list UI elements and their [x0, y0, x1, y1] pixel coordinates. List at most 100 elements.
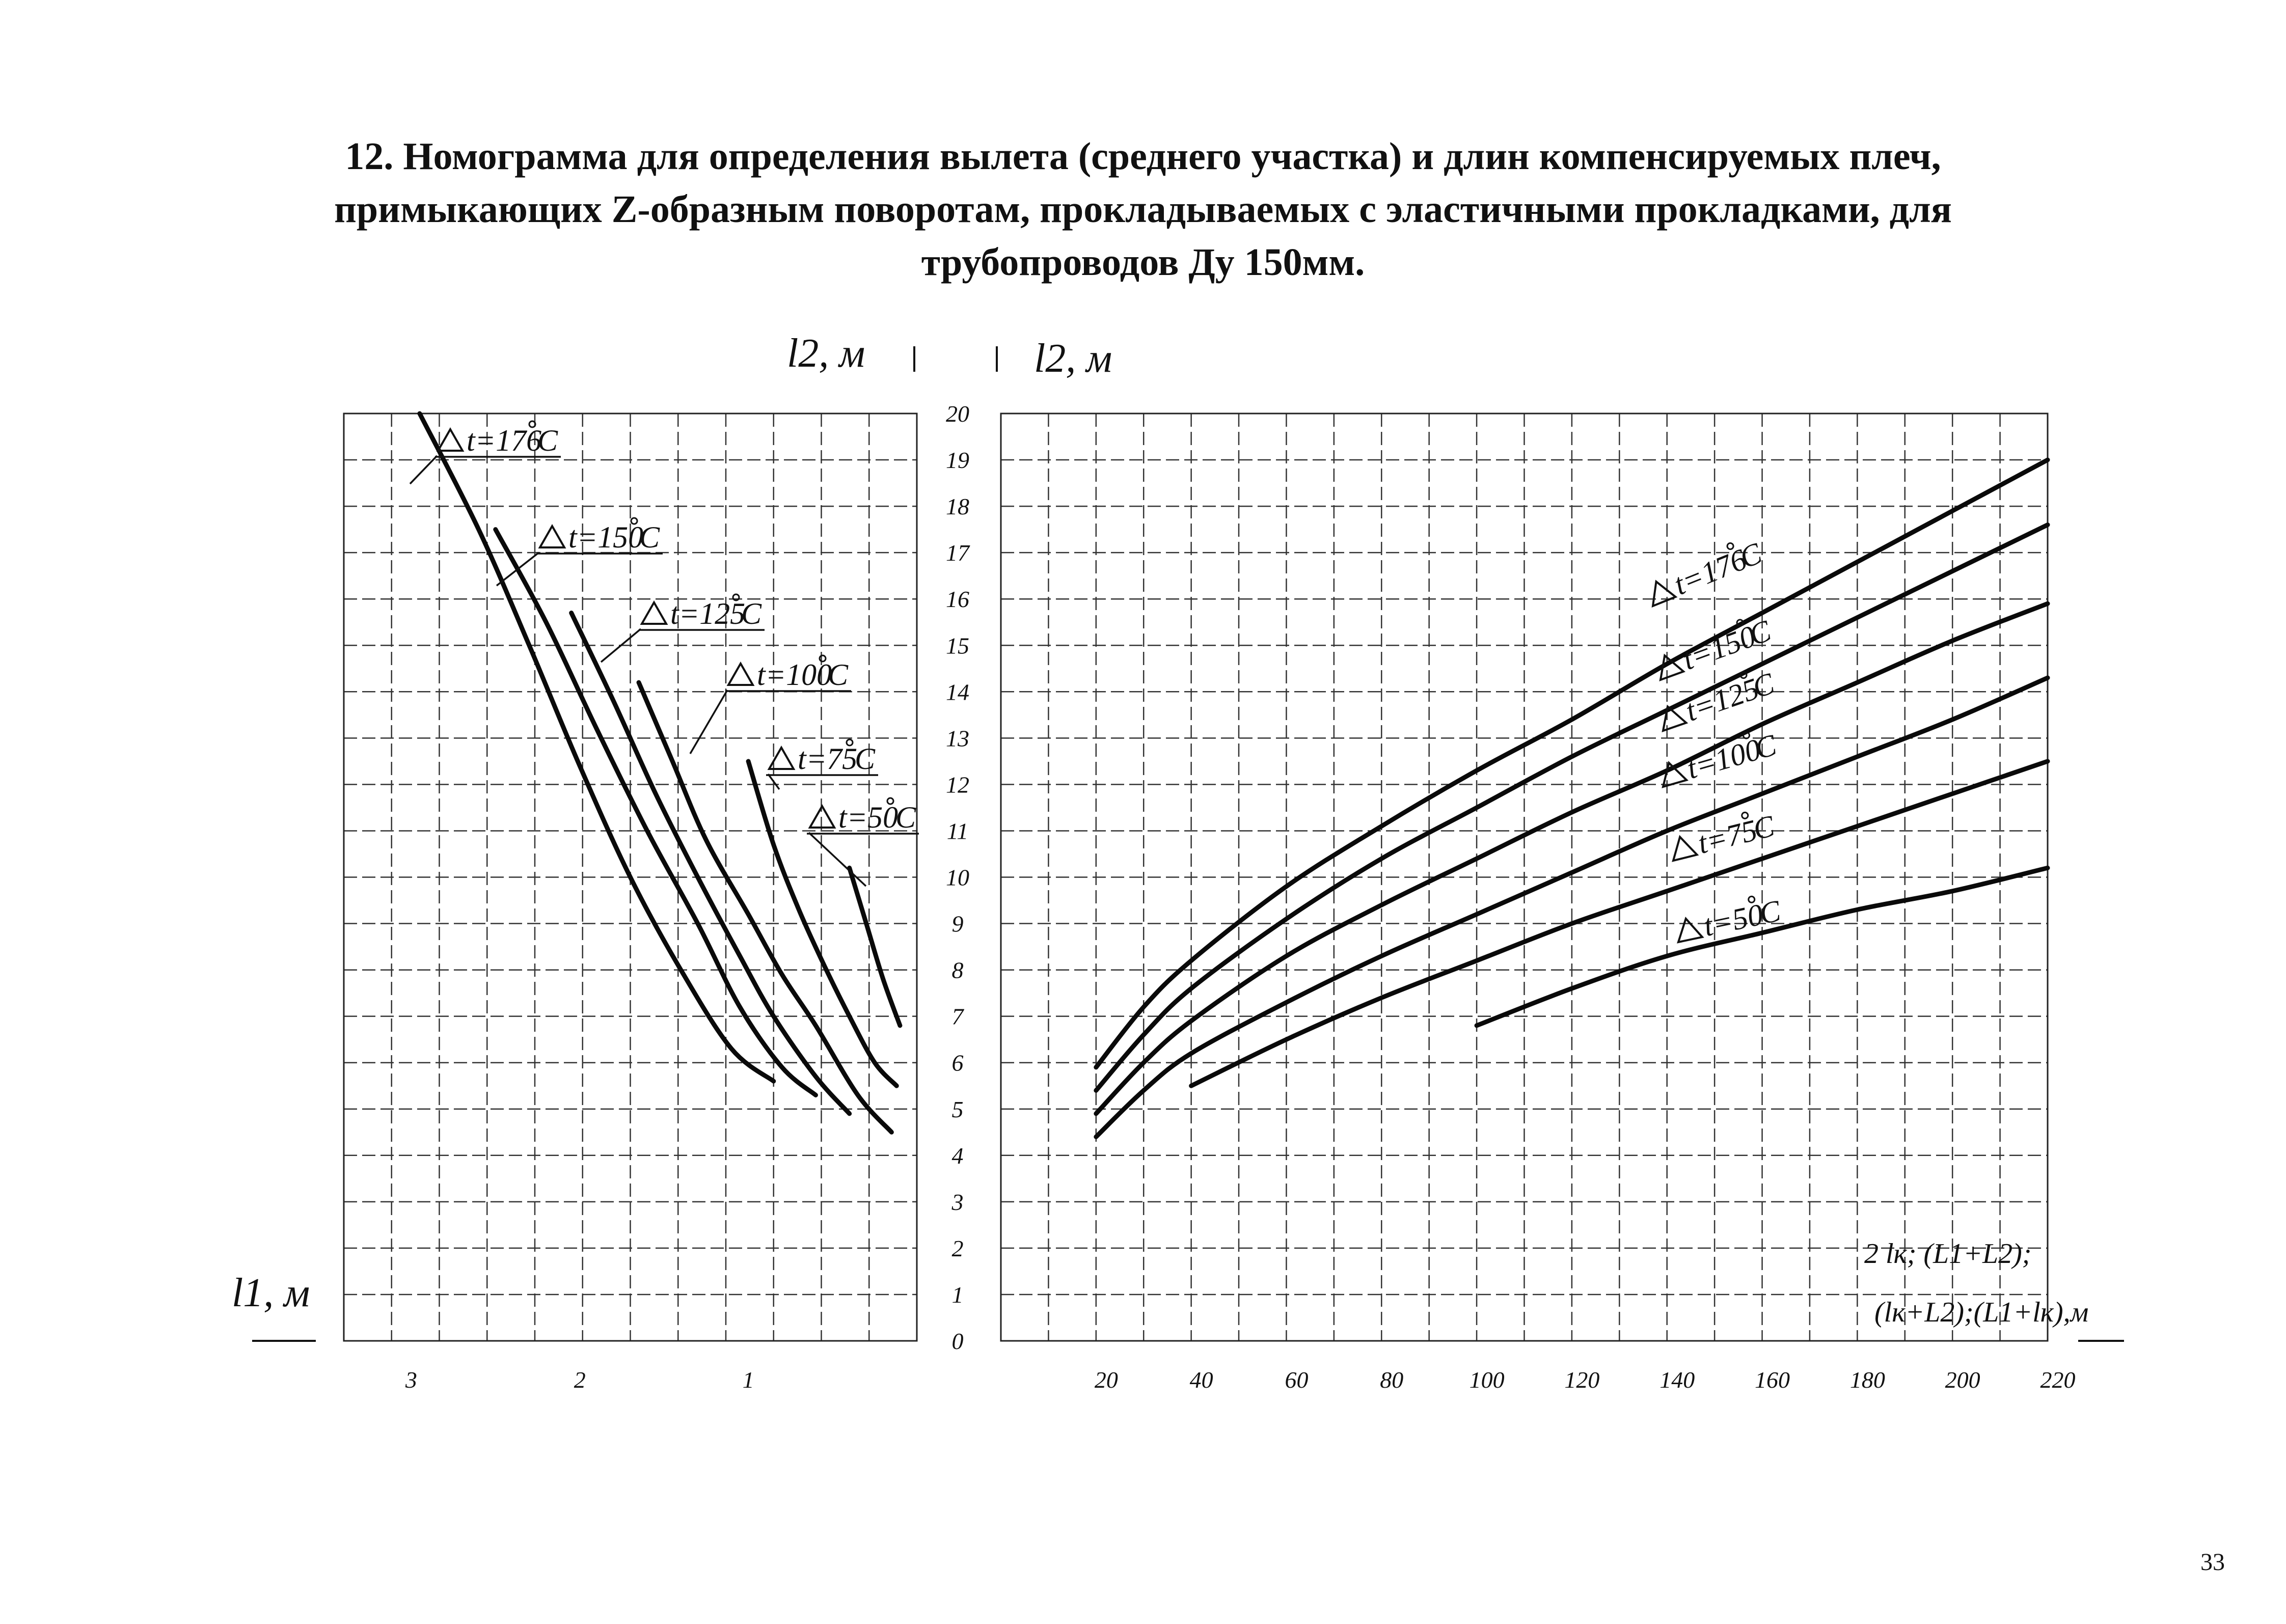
label-leader: [767, 773, 780, 790]
title-line-2: примыкающих Z-образным поворотам, прокла…: [334, 188, 1952, 231]
right-series-line-t=125: [1094, 601, 2050, 1116]
left-series-label-t=150-unit: C: [639, 520, 660, 554]
left-series-label-t=75-text: t=75: [798, 742, 857, 776]
right-series-line-t=75: [1189, 759, 2050, 1088]
degree-mark-icon: [886, 797, 894, 805]
left-series-line-t=150: [493, 527, 818, 1097]
right-x-tick-label: 80: [1380, 1367, 1403, 1393]
right-x-tick-label: 220: [2040, 1367, 2076, 1393]
delta-triangle-icon: [1662, 704, 1689, 733]
label-leader: [600, 628, 642, 663]
right-x-tick-label: 60: [1285, 1367, 1308, 1393]
page-title: 12. Номограмма для определения вылета (с…: [0, 130, 2286, 289]
y-tick-label: 7: [952, 1004, 965, 1030]
y-tick-label: 13: [946, 725, 969, 751]
y-tick-label: 9: [952, 911, 964, 937]
degree-mark-icon: [846, 738, 854, 747]
degree-mark-icon: [732, 593, 740, 601]
right-x-tick-label: 40: [1190, 1367, 1213, 1393]
delta-triangle-icon: [1662, 761, 1689, 788]
label-leader: [496, 552, 540, 587]
y-tick-label: 4: [952, 1143, 964, 1169]
left-series-label-t=75-unit: C: [855, 742, 876, 776]
y-tick-label: 5: [952, 1096, 964, 1122]
left-xlabel: l1, м: [232, 1271, 310, 1315]
y-tick-label: 15: [946, 632, 969, 658]
left-ylabel: l2, м: [787, 331, 865, 376]
right-xlabel-line2: (lк+L2);(L1+lк),м: [1874, 1297, 2088, 1328]
left-frame: [343, 412, 918, 1342]
degree-mark-icon: [630, 517, 638, 525]
left-series-label-t=125-text: t=125: [670, 597, 745, 630]
degree-mark-icon: [1748, 895, 1756, 903]
y-tick-label: 20: [946, 401, 969, 427]
left-x-tick-label: 3: [405, 1367, 417, 1393]
right-x-tick-label: 120: [1564, 1367, 1599, 1393]
y-tick-label: 3: [951, 1189, 964, 1215]
left-curves: [417, 411, 903, 1135]
left-series-label-t=100-unit: C: [828, 658, 849, 692]
y-tick-label: 10: [946, 865, 969, 891]
delta-triangle-icon: [808, 804, 836, 829]
delta-triangle-icon: [436, 427, 465, 452]
right-x-tick-label: 180: [1850, 1367, 1885, 1393]
right-grid: [1000, 412, 2049, 1342]
left-series-label-t=50-text: t=50: [838, 801, 898, 834]
degree-mark-icon: [1743, 731, 1751, 739]
y-tick-label: 18: [946, 493, 969, 519]
y-tick-label: 17: [946, 540, 970, 566]
right-x-tick-label: 20: [1095, 1367, 1118, 1393]
left-series-label-t=75: t=75C: [766, 738, 878, 776]
degree-mark-icon: [528, 420, 536, 428]
right-ylabel: l2, м: [1034, 336, 1112, 381]
delta-triangle-icon: [1659, 653, 1686, 682]
left-series-line-t=125: [569, 611, 852, 1116]
right-xlabel-line1: 2 lк; (L1+L2);: [1864, 1238, 2031, 1270]
left-grid: [343, 412, 918, 1342]
y-tick-label: 14: [946, 679, 969, 705]
right-x-tick-label: 100: [1469, 1367, 1505, 1393]
right-series-line-t=50: [1474, 865, 2050, 1028]
y-tick-label: 0: [952, 1328, 964, 1354]
delta-triangle-icon: [726, 661, 755, 686]
label-leader: [808, 832, 867, 887]
left-series-label-t=176-unit: C: [537, 424, 558, 457]
degree-mark-icon: [819, 654, 827, 663]
delta-triangle-icon: [1651, 580, 1678, 608]
page-number: 33: [2200, 1549, 2225, 1576]
left-x-tick-label: 2: [574, 1367, 586, 1393]
delta-triangle-icon: [640, 600, 668, 625]
y-tick-label: 11: [947, 818, 969, 844]
right-series-line-t=150: [1094, 522, 2050, 1093]
right-series-line-t=176: [1094, 457, 2050, 1070]
delta-triangle-icon: [1677, 916, 1704, 944]
left-series-label-t=150-text: t=150: [568, 520, 643, 554]
y-tick-label: 16: [946, 586, 969, 612]
right-curves: [1094, 457, 2050, 1139]
right-series-label-t=75-text: t=75: [1695, 813, 1761, 860]
right-series-line-t=100: [1094, 675, 2050, 1139]
degree-mark-icon: [1736, 619, 1744, 627]
left-series-label-t=100-text: t=100: [757, 658, 832, 692]
degree-mark-icon: [1739, 671, 1748, 679]
y-tick-label: 19: [946, 447, 969, 473]
left-series-line-t=50: [847, 865, 903, 1028]
right-frame: [1000, 412, 2049, 1342]
left-series-line-t=75: [746, 759, 899, 1088]
left-series-line-t=100: [636, 680, 894, 1135]
right-x-tick-label: 200: [1945, 1367, 1980, 1393]
delta-triangle-icon: [1672, 835, 1699, 862]
y-tick-label: 2: [952, 1235, 964, 1261]
left-x-tick-label: 1: [743, 1367, 754, 1393]
label-leader: [689, 690, 728, 754]
delta-triangle-icon: [767, 745, 796, 770]
y-tick-label: 8: [952, 957, 964, 983]
left-series-label-t=50: t=50C: [807, 797, 919, 835]
